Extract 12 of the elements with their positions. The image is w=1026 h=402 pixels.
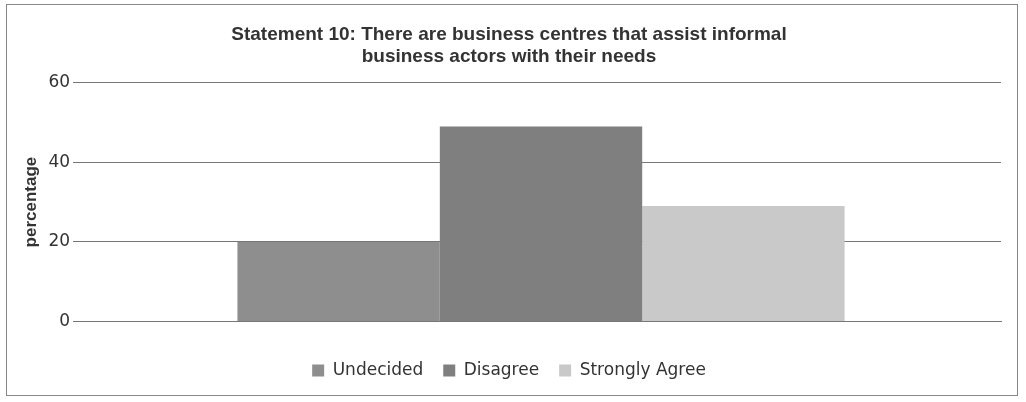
y-tick-label: 60 [48, 71, 71, 92]
y-tick-label: 40 [48, 150, 71, 171]
legend-label: Disagree [463, 358, 540, 379]
y-tick-label: 0 [59, 310, 71, 331]
y-axis-title: percentage [20, 156, 40, 248]
text: Statement 10: There are business centres that assist informal [231, 22, 787, 44]
legend-label: Undecided [332, 358, 424, 379]
legend-label: Strongly Agree [579, 358, 706, 379]
bar [237, 241, 440, 322]
text: business actors with their needs [361, 45, 657, 67]
bar [642, 206, 845, 322]
y-tick-label: 20 [48, 230, 71, 251]
